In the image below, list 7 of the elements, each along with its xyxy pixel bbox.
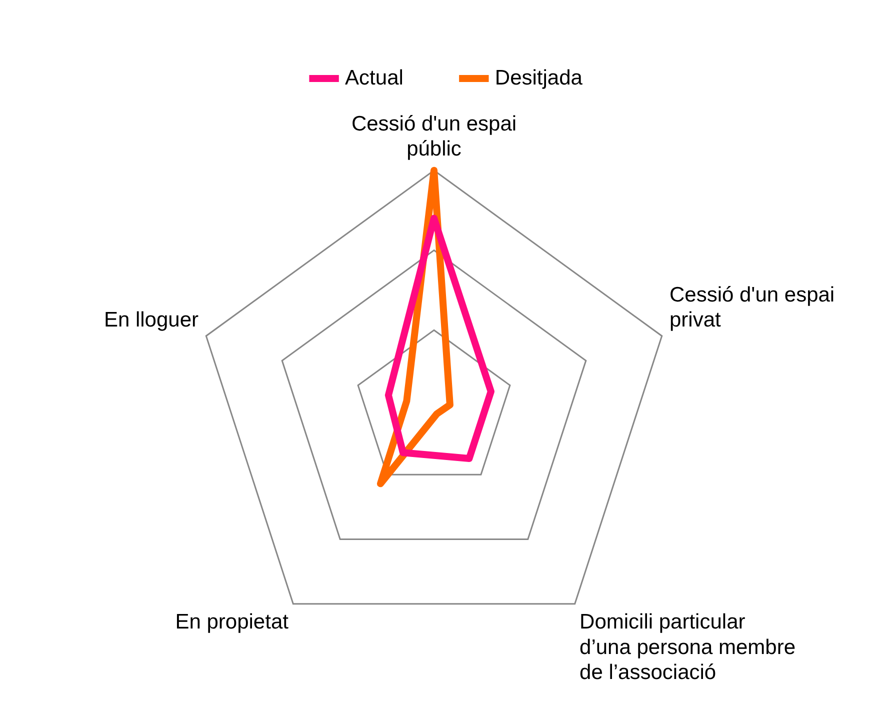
- spoke-label: En propietat: [175, 610, 289, 634]
- spoke-label: Cessió d'un espai privat: [669, 283, 835, 332]
- legend-label: Actual: [345, 66, 404, 90]
- legend-label: Desitjada: [494, 66, 583, 90]
- spoke-label: Cessió d'un espai públic: [351, 112, 517, 161]
- spoke-label: Domicili particular d’una persona membre de l’associació: [580, 610, 796, 684]
- spoke-label: En lloguer: [104, 308, 199, 332]
